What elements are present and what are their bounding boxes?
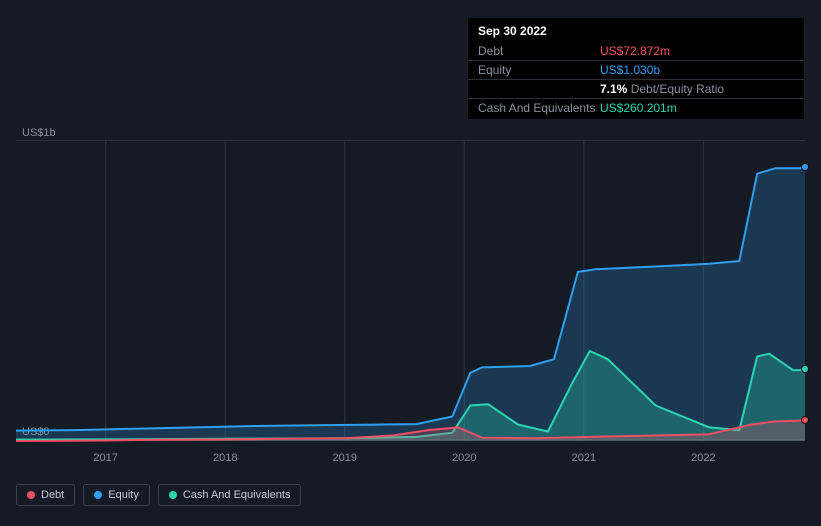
tooltip-row-label: Cash And Equivalents bbox=[478, 101, 600, 115]
chart-svg bbox=[16, 141, 805, 439]
chart-legend: Debt Equity Cash And Equivalents bbox=[16, 484, 301, 506]
tooltip-row: Cash And EquivalentsUS$260.201m bbox=[468, 99, 804, 117]
tooltip-row-value: US$260.201m bbox=[600, 101, 794, 115]
tooltip-row-value: 7.1% Debt/Equity Ratio bbox=[600, 82, 794, 96]
tooltip-row-label: Debt bbox=[478, 44, 600, 58]
series-area-equity bbox=[16, 168, 805, 441]
chart-tooltip: Sep 30 2022 DebtUS$72.872mEquityUS$1.030… bbox=[468, 18, 804, 119]
legend-label: Debt bbox=[41, 489, 64, 501]
legend-item-equity[interactable]: Equity bbox=[83, 484, 150, 506]
legend-item-cash-and-equivalents[interactable]: Cash And Equivalents bbox=[158, 484, 302, 506]
chart-plot-area[interactable] bbox=[16, 140, 805, 440]
x-axis-label: 2022 bbox=[691, 452, 715, 464]
tooltip-date: Sep 30 2022 bbox=[468, 24, 804, 42]
tooltip-row-value: US$1.030b bbox=[600, 63, 794, 77]
x-axis-label: 2017 bbox=[93, 452, 117, 464]
x-axis-label: 2020 bbox=[452, 452, 476, 464]
tooltip-row-label bbox=[478, 82, 600, 96]
legend-swatch bbox=[27, 491, 35, 499]
tooltip-rows: DebtUS$72.872mEquityUS$1.030b7.1% Debt/E… bbox=[468, 42, 804, 117]
tooltip-row: 7.1% Debt/Equity Ratio bbox=[468, 80, 804, 99]
series-end-marker bbox=[801, 365, 809, 373]
x-axis-label: 2018 bbox=[213, 452, 237, 464]
y-axis-label: US$1b bbox=[22, 127, 56, 139]
tooltip-row: EquityUS$1.030b bbox=[468, 61, 804, 80]
legend-swatch bbox=[169, 491, 177, 499]
x-axis-label: 2021 bbox=[572, 452, 596, 464]
legend-label: Cash And Equivalents bbox=[183, 489, 291, 501]
legend-swatch bbox=[94, 491, 102, 499]
legend-label: Equity bbox=[108, 489, 139, 501]
tooltip-row-label: Equity bbox=[478, 63, 600, 77]
x-axis-label: 2019 bbox=[333, 452, 357, 464]
series-end-marker bbox=[801, 416, 809, 424]
tooltip-row-value: US$72.872m bbox=[600, 44, 794, 58]
legend-item-debt[interactable]: Debt bbox=[16, 484, 75, 506]
series-end-marker bbox=[801, 163, 809, 171]
tooltip-row: DebtUS$72.872m bbox=[468, 42, 804, 61]
chart-container: Sep 30 2022 DebtUS$72.872mEquityUS$1.030… bbox=[0, 0, 821, 526]
